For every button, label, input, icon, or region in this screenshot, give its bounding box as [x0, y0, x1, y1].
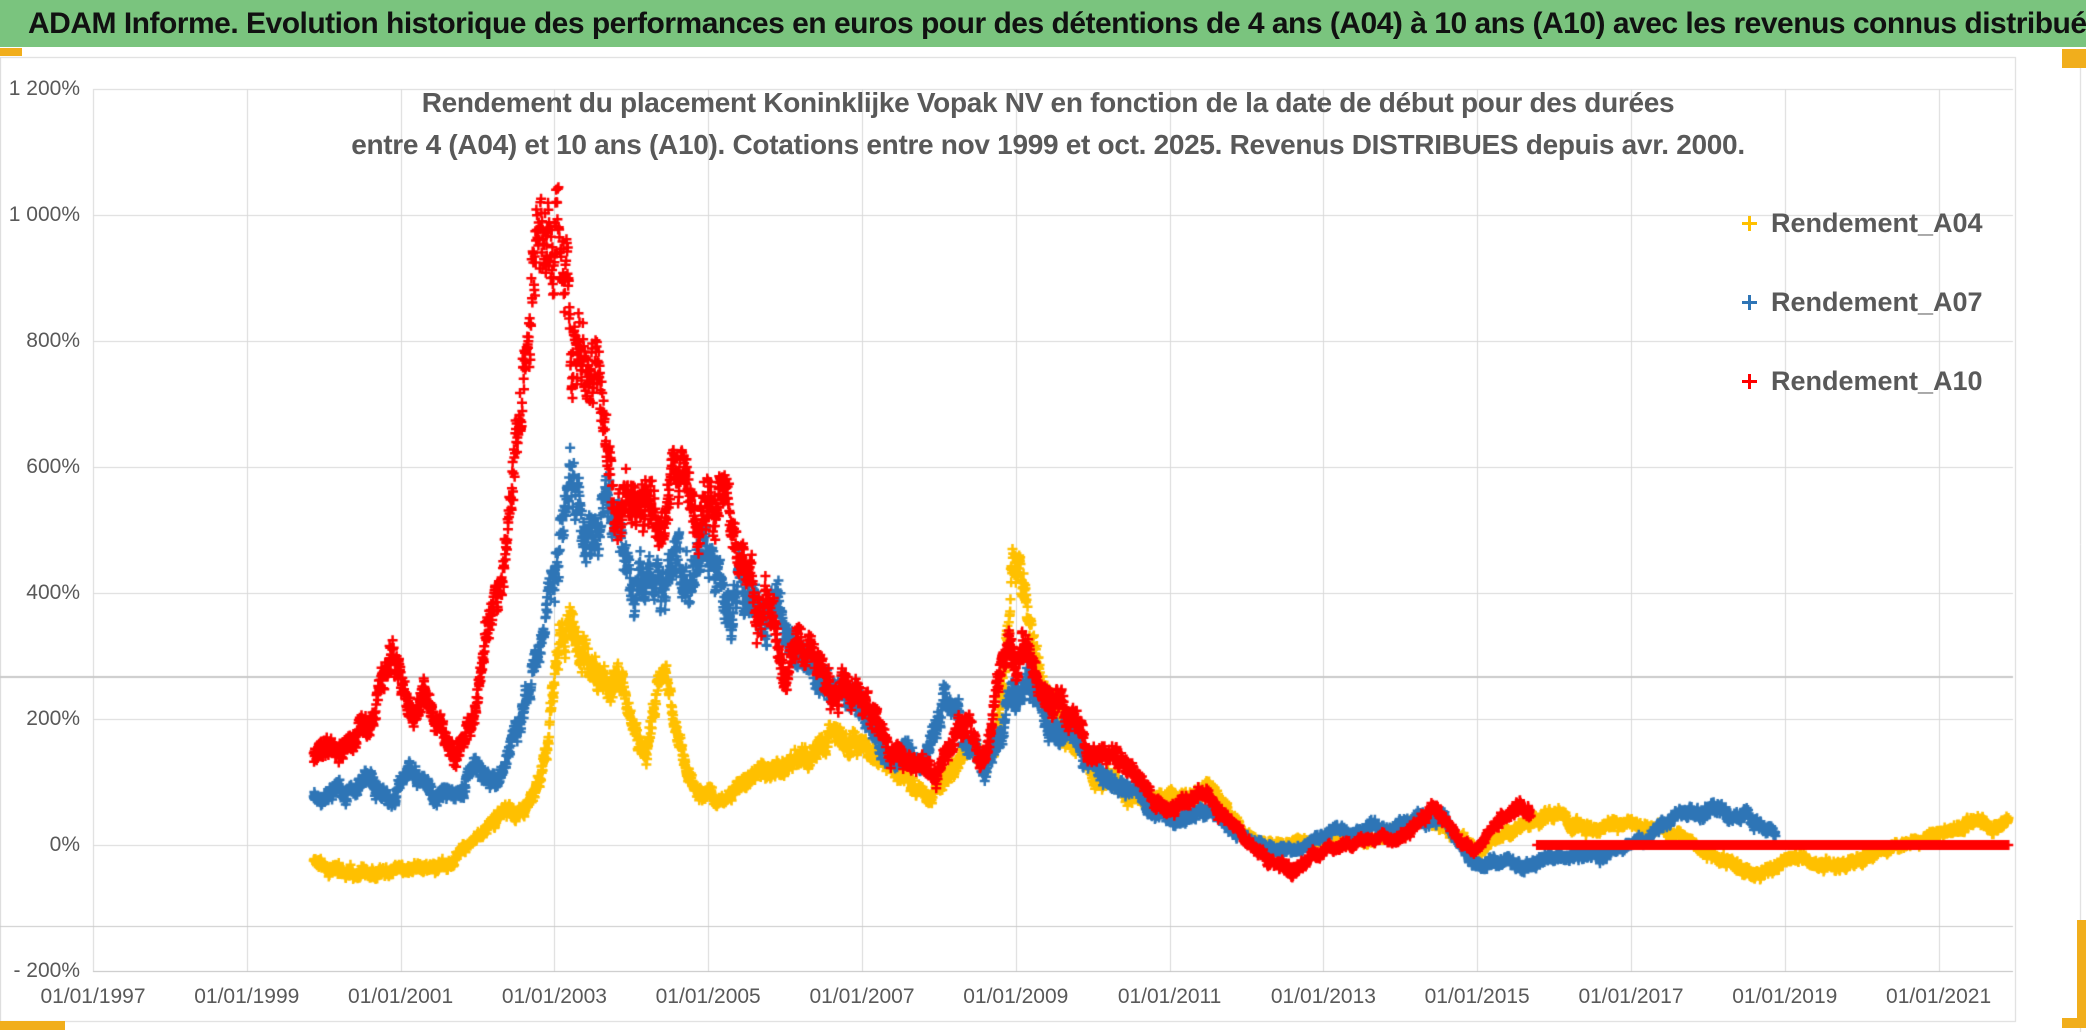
selection-accent [0, 1021, 65, 1030]
x-axis-tick-label: 01/01/2009 [963, 985, 1069, 1008]
selection-accent [2062, 49, 2086, 68]
x-axis-tick-label: 01/01/2001 [348, 985, 454, 1008]
x-axis-tick-label: 01/01/2013 [1270, 985, 1376, 1008]
plus-marker-icon [1742, 294, 1757, 310]
legend-label: Rendement_A10 [1771, 365, 1983, 396]
y-axis-tick-label: 200% [26, 707, 80, 730]
selection-accent [2062, 1018, 2086, 1028]
chart-legend: Rendement_A04 Rendement_A07 Rendement_A1… [1742, 205, 1983, 442]
x-axis-tick-label: 01/01/1997 [40, 985, 146, 1008]
x-axis-tick-label: 01/01/2003 [501, 985, 607, 1008]
legend-item-a07[interactable]: Rendement_A07 [1742, 284, 1983, 320]
y-axis-tick-label: 600% [26, 455, 80, 478]
legend-item-a10[interactable]: Rendement_A10 [1742, 363, 1983, 399]
page-title: ADAM Informe. Evolution historique des p… [28, 6, 2086, 40]
header-bar: ADAM Informe. Evolution historique des p… [0, 0, 2086, 47]
chart-title-line2: entre 4 (A04) et 10 ans (A10). Cotations… [351, 129, 1745, 160]
y-axis-tick-label: 1 000% [8, 203, 80, 226]
y-axis-tick-label: 400% [26, 581, 80, 604]
y-axis-tick-label: - 200% [13, 959, 80, 982]
legend-label: Rendement_A07 [1771, 286, 1983, 317]
y-axis-tick-label: 0% [49, 833, 80, 856]
plus-marker-icon [1742, 373, 1757, 389]
x-axis-tick-label: 01/01/2019 [1732, 985, 1838, 1008]
x-axis-tick-label: 01/01/2007 [809, 985, 915, 1008]
x-axis-tick-label: 01/01/2017 [1578, 985, 1684, 1008]
x-axis-tick-label: 01/01/2011 [1117, 985, 1222, 1008]
x-axis-tick-label: 01/01/2015 [1424, 985, 1530, 1008]
chart-title: Rendement du placement Koninklijke Vopak… [40, 82, 2056, 166]
selection-accent [2077, 920, 2086, 1021]
x-axis-tick-label: 01/01/1999 [194, 985, 300, 1008]
y-axis-tick-label: 1 200% [8, 77, 80, 100]
chart-title-line1: Rendement du placement Koninklijke Vopak… [421, 87, 1675, 118]
x-axis-tick-label: 01/01/2005 [655, 985, 761, 1008]
legend-label: Rendement_A04 [1771, 207, 1983, 238]
selection-accent [0, 48, 22, 56]
y-axis-tick-label: 800% [26, 329, 80, 352]
plus-marker-icon [1742, 215, 1757, 231]
x-axis-tick-label: 01/01/2021 [1886, 985, 1992, 1008]
legend-item-a04[interactable]: Rendement_A04 [1742, 205, 1983, 241]
